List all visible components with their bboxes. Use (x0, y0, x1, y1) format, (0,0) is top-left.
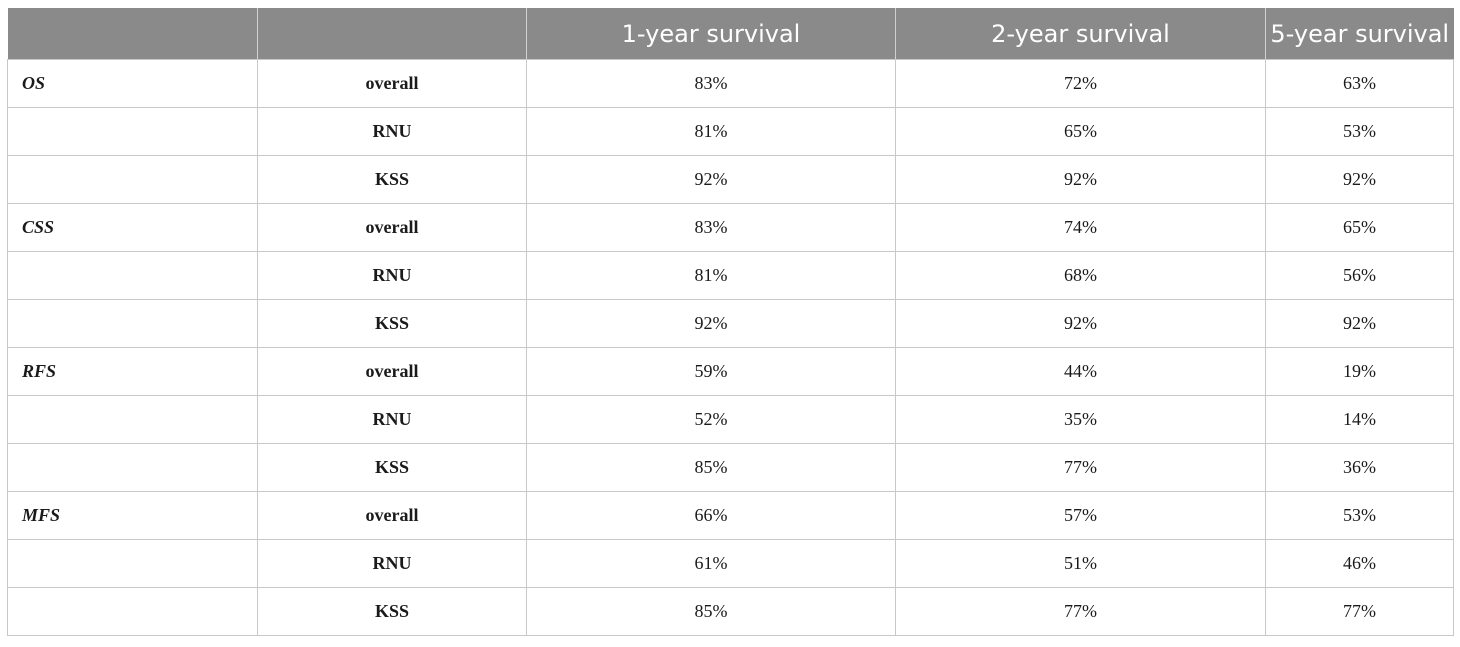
table-row: KSS 92% 92% 92% (7, 155, 1454, 204)
table-row: KSS 92% 92% 92% (7, 299, 1454, 348)
table-row: KSS 85% 77% 77% (7, 587, 1454, 636)
group-cell (7, 587, 258, 636)
header-cell-group (7, 8, 258, 60)
table-row: MFS overall 66% 57% 53% (7, 491, 1454, 540)
value-2-year: 92% (895, 155, 1266, 204)
subgroup-cell: RNU (257, 251, 527, 300)
group-cell (7, 107, 258, 156)
group-cell: CSS (7, 203, 258, 252)
subgroup-cell: overall (257, 347, 527, 396)
group-cell (7, 155, 258, 204)
value-5-year: 63% (1265, 59, 1454, 108)
value-1-year: 59% (526, 347, 896, 396)
value-2-year: 77% (895, 587, 1266, 636)
subgroup-cell: RNU (257, 539, 527, 588)
table-row: RNU 52% 35% 14% (7, 395, 1454, 444)
value-2-year: 44% (895, 347, 1266, 396)
subgroup-cell: RNU (257, 107, 527, 156)
value-5-year: 92% (1265, 155, 1454, 204)
group-cell (7, 251, 258, 300)
value-2-year: 57% (895, 491, 1266, 540)
value-5-year: 53% (1265, 491, 1454, 540)
value-1-year: 52% (526, 395, 896, 444)
header-cell-subgroup (257, 8, 527, 60)
value-5-year: 92% (1265, 299, 1454, 348)
value-5-year: 36% (1265, 443, 1454, 492)
header-cell-1-year: 1-year survival (526, 8, 896, 60)
value-1-year: 81% (526, 251, 896, 300)
group-cell (7, 299, 258, 348)
table-row: RNU 61% 51% 46% (7, 539, 1454, 588)
table-row: CSS overall 83% 74% 65% (7, 203, 1454, 252)
group-cell (7, 395, 258, 444)
value-5-year: 65% (1265, 203, 1454, 252)
group-cell (7, 539, 258, 588)
group-cell (7, 443, 258, 492)
header-cell-5-year: 5-year survival (1265, 8, 1454, 60)
subgroup-cell: KSS (257, 299, 527, 348)
subgroup-cell: overall (257, 59, 527, 108)
table-row: RNU 81% 68% 56% (7, 251, 1454, 300)
value-2-year: 77% (895, 443, 1266, 492)
value-2-year: 92% (895, 299, 1266, 348)
value-5-year: 77% (1265, 587, 1454, 636)
value-1-year: 83% (526, 203, 896, 252)
table-row: RFS overall 59% 44% 19% (7, 347, 1454, 396)
subgroup-cell: KSS (257, 587, 527, 636)
value-5-year: 53% (1265, 107, 1454, 156)
subgroup-cell: KSS (257, 443, 527, 492)
value-1-year: 85% (526, 443, 896, 492)
subgroup-cell: overall (257, 491, 527, 540)
value-1-year: 81% (526, 107, 896, 156)
value-1-year: 85% (526, 587, 896, 636)
value-1-year: 92% (526, 155, 896, 204)
group-cell: OS (7, 59, 258, 108)
table-header-row: 1-year survival 2-year survival 5-year s… (7, 8, 1454, 60)
value-5-year: 46% (1265, 539, 1454, 588)
value-1-year: 92% (526, 299, 896, 348)
survival-table: 1-year survival 2-year survival 5-year s… (7, 8, 1454, 636)
value-1-year: 83% (526, 59, 896, 108)
value-5-year: 56% (1265, 251, 1454, 300)
value-2-year: 35% (895, 395, 1266, 444)
value-2-year: 72% (895, 59, 1266, 108)
value-2-year: 74% (895, 203, 1266, 252)
table-row: OS overall 83% 72% 63% (7, 59, 1454, 108)
value-5-year: 14% (1265, 395, 1454, 444)
survival-table-container: 1-year survival 2-year survival 5-year s… (7, 8, 1454, 636)
value-1-year: 61% (526, 539, 896, 588)
subgroup-cell: KSS (257, 155, 527, 204)
value-2-year: 68% (895, 251, 1266, 300)
value-5-year: 19% (1265, 347, 1454, 396)
table-row: RNU 81% 65% 53% (7, 107, 1454, 156)
table-row: KSS 85% 77% 36% (7, 443, 1454, 492)
subgroup-cell: RNU (257, 395, 527, 444)
header-cell-2-year: 2-year survival (895, 8, 1266, 60)
value-1-year: 66% (526, 491, 896, 540)
group-cell: MFS (7, 491, 258, 540)
group-cell: RFS (7, 347, 258, 396)
value-2-year: 51% (895, 539, 1266, 588)
subgroup-cell: overall (257, 203, 527, 252)
value-2-year: 65% (895, 107, 1266, 156)
